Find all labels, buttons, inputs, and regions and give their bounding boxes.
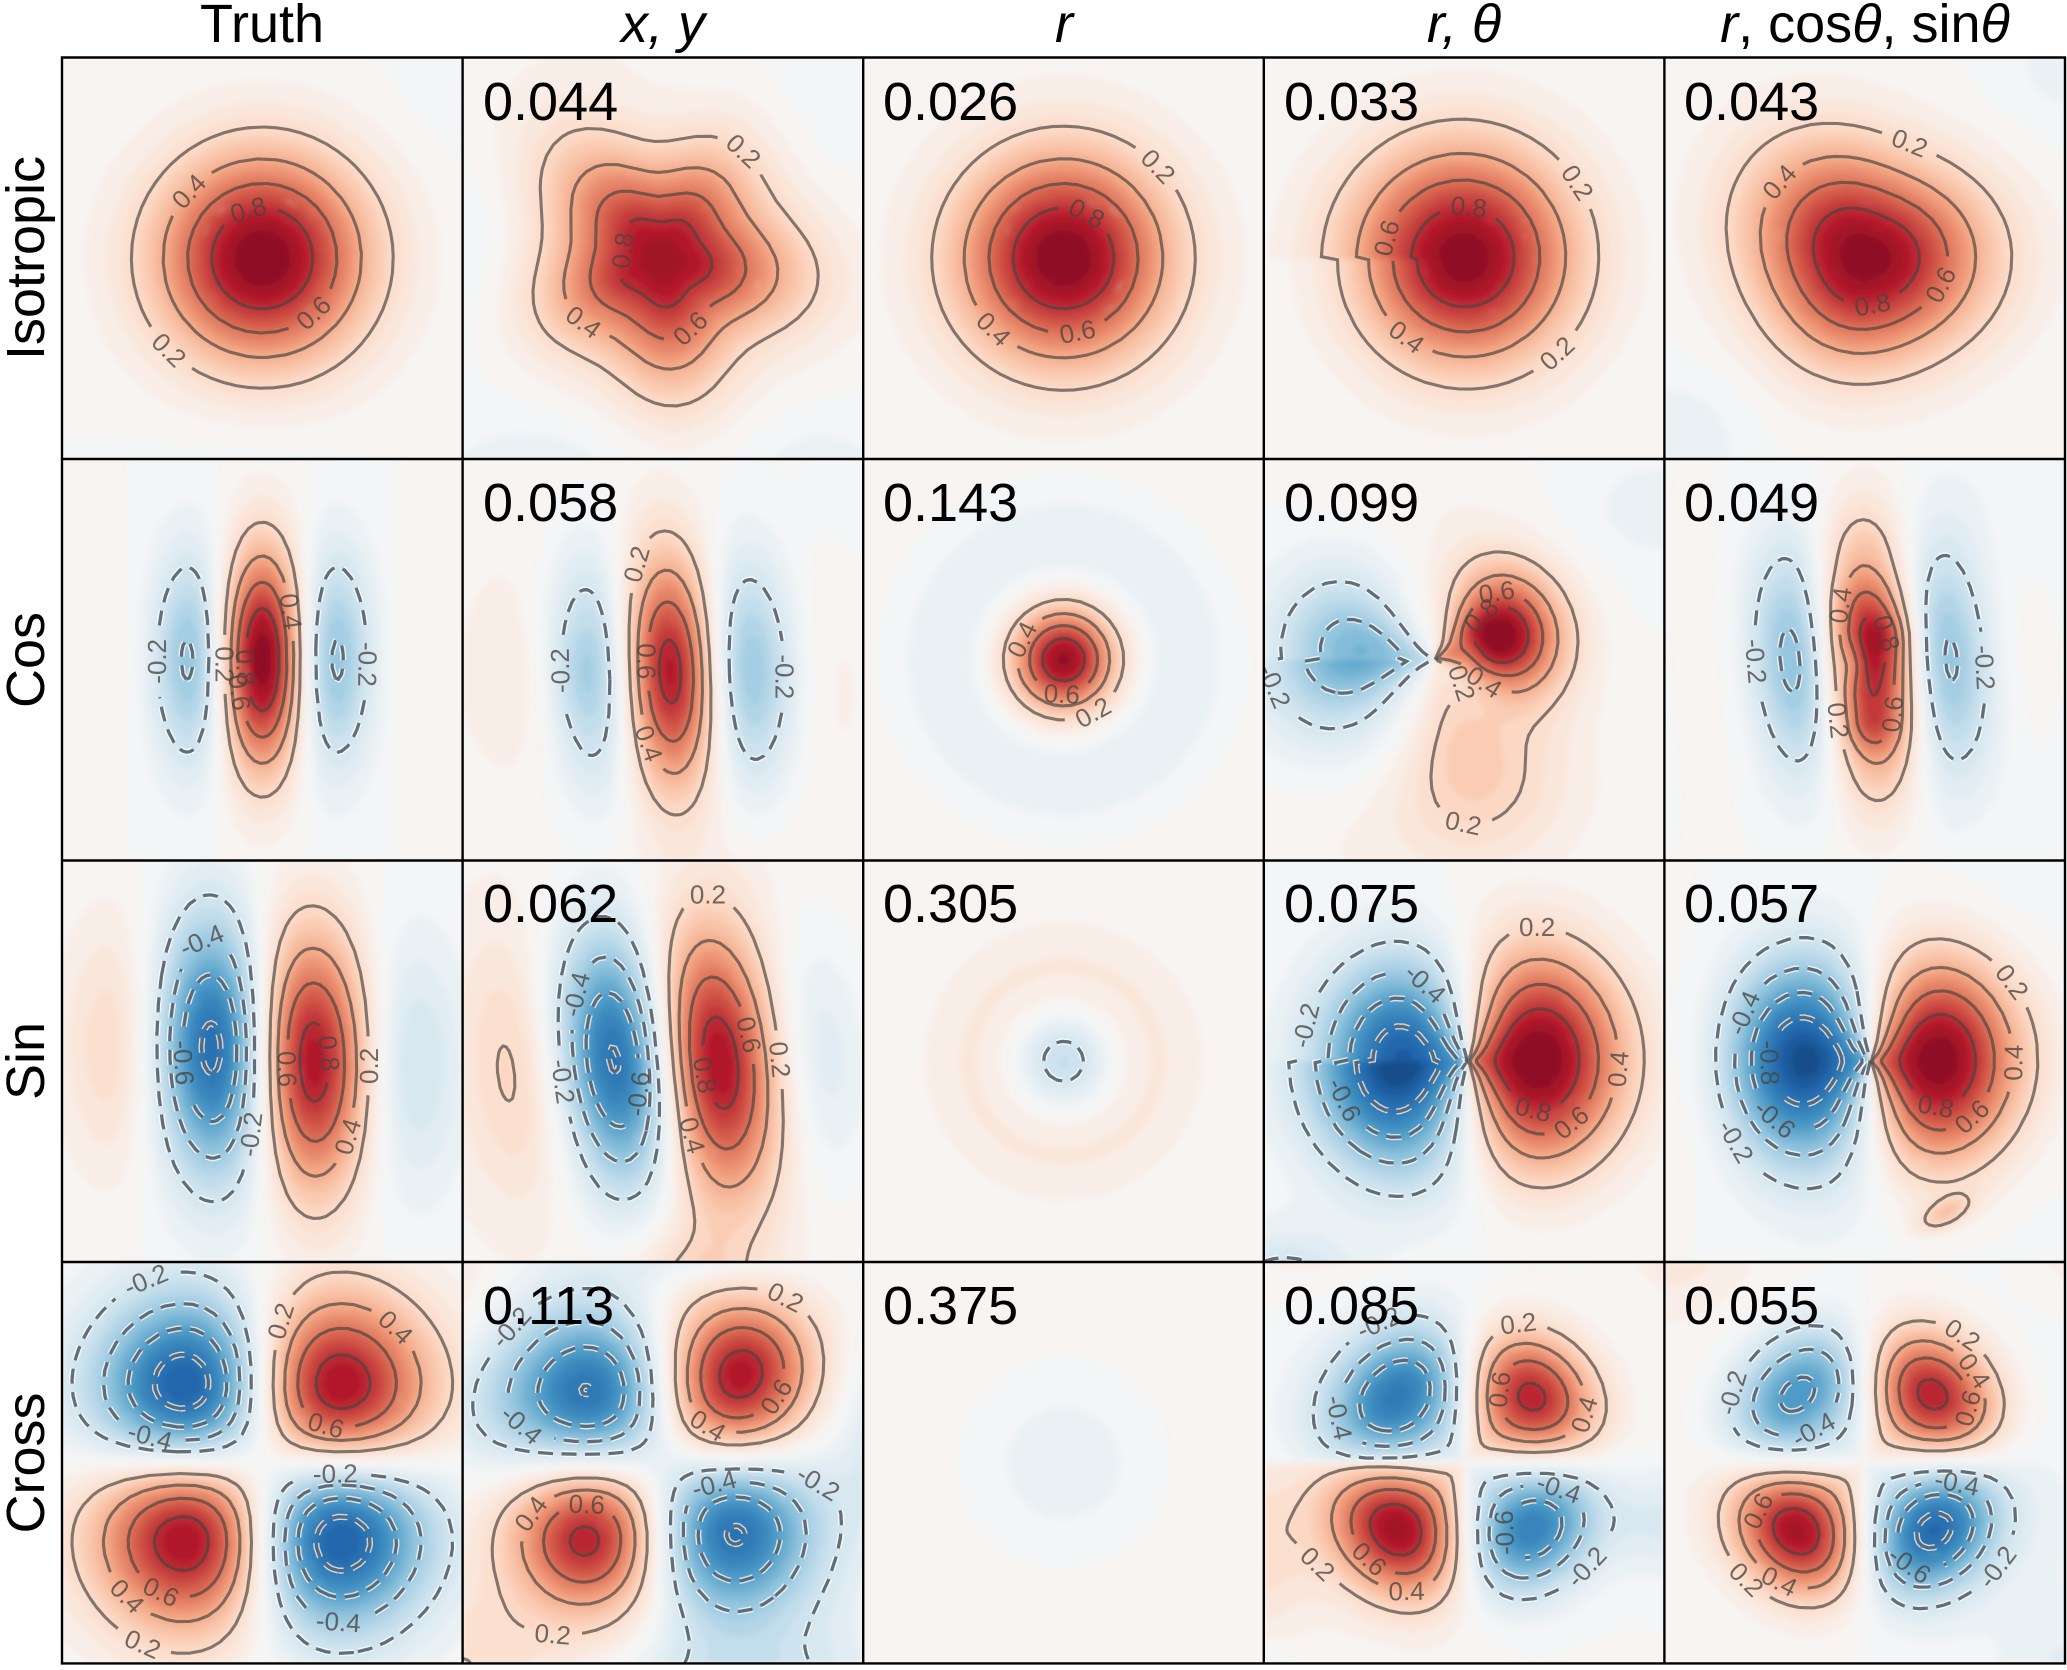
svg-text:0.143: 0.143 <box>883 473 1018 533</box>
svg-text:-0.2: -0.2 <box>313 1458 358 1489</box>
svg-text:-0.6: -0.6 <box>167 1039 200 1086</box>
svg-text:-0.2: -0.2 <box>233 1110 268 1158</box>
svg-text:0.044: 0.044 <box>483 72 618 132</box>
svg-text:0.6: 0.6 <box>271 1050 302 1087</box>
svg-text:0.2: 0.2 <box>1821 701 1855 740</box>
svg-text:x, y: x, y <box>618 0 708 54</box>
svg-text:0.2: 0.2 <box>1442 805 1484 842</box>
svg-text:0.058: 0.058 <box>483 473 618 533</box>
svg-text:r, cosθ, sinθ: r, cosθ, sinθ <box>1720 0 2010 54</box>
svg-text:0.033: 0.033 <box>1284 72 1419 132</box>
svg-text:r: r <box>1055 0 1075 54</box>
svg-text:0.4: 0.4 <box>1998 1044 2029 1081</box>
svg-text:0.6: 0.6 <box>1057 314 1098 350</box>
svg-text:0.8: 0.8 <box>1852 286 1893 322</box>
svg-text:0.4: 0.4 <box>273 592 308 632</box>
svg-text:0.8: 0.8 <box>1915 1088 1956 1124</box>
svg-text:-0.2: -0.2 <box>770 654 800 699</box>
svg-text:0.305: 0.305 <box>883 874 1018 934</box>
svg-text:0.2: 0.2 <box>1519 912 1555 942</box>
svg-text:0.057: 0.057 <box>1684 874 1819 934</box>
svg-text:0.6: 0.6 <box>1876 695 1910 734</box>
svg-text:0.8: 0.8 <box>1449 190 1488 224</box>
svg-text:-0.2: -0.2 <box>545 648 576 693</box>
svg-text:0.2: 0.2 <box>354 1048 384 1084</box>
svg-text:0.2: 0.2 <box>209 646 239 682</box>
svg-text:Sin: Sin <box>0 1022 56 1100</box>
svg-text:-0.2: -0.2 <box>545 1057 581 1106</box>
svg-text:0.6: 0.6 <box>568 1489 605 1520</box>
svg-text:0.8: 0.8 <box>230 649 262 687</box>
svg-text:Truth: Truth <box>200 0 324 54</box>
svg-text:-0.6: -0.6 <box>1489 1510 1521 1556</box>
svg-text:0.2: 0.2 <box>533 1618 572 1651</box>
svg-text:0.6: 0.6 <box>1043 678 1081 710</box>
svg-text:0.055: 0.055 <box>1684 1276 1819 1336</box>
svg-text:0.8: 0.8 <box>606 231 640 271</box>
svg-text:-0.2: -0.2 <box>352 642 383 687</box>
svg-text:0.8: 0.8 <box>687 1055 723 1096</box>
svg-text:-0.8: -0.8 <box>1754 1040 1786 1086</box>
svg-text:0.8: 0.8 <box>312 1034 346 1073</box>
svg-text:0.2: 0.2 <box>1499 1306 1539 1340</box>
svg-text:0.085: 0.085 <box>1284 1276 1419 1336</box>
svg-text:0.4: 0.4 <box>1823 585 1858 625</box>
svg-text:-0.2: -0.2 <box>1739 638 1773 685</box>
svg-text:Cos: Cos <box>0 612 56 708</box>
svg-text:0.113: 0.113 <box>483 1276 614 1336</box>
svg-text:-0.2: -0.2 <box>1969 644 2001 690</box>
svg-text:0.075: 0.075 <box>1284 874 1419 934</box>
svg-text:0.4: 0.4 <box>1602 1050 1635 1089</box>
svg-text:0.2: 0.2 <box>763 1040 797 1079</box>
svg-text:0.6: 0.6 <box>632 643 662 679</box>
svg-text:0.049: 0.049 <box>1684 473 1819 533</box>
svg-text:0.4: 0.4 <box>1388 1576 1425 1607</box>
svg-text:0.062: 0.062 <box>483 874 618 934</box>
svg-text:0.026: 0.026 <box>883 72 1018 132</box>
svg-text:0.099: 0.099 <box>1284 473 1419 533</box>
svg-text:r, θ: r, θ <box>1427 0 1501 54</box>
svg-text:-0.4: -0.4 <box>315 1605 362 1638</box>
svg-text:0.375: 0.375 <box>883 1276 1018 1336</box>
svg-text:0.6: 0.6 <box>222 672 257 712</box>
svg-text:0.6: 0.6 <box>1482 1370 1516 1410</box>
svg-text:-0.6: -0.6 <box>621 1070 656 1118</box>
svg-text:Cross: Cross <box>0 1392 56 1533</box>
svg-text:0.043: 0.043 <box>1684 72 1819 132</box>
svg-text:0.6: 0.6 <box>1476 574 1516 609</box>
svg-text:0.2: 0.2 <box>690 880 726 910</box>
svg-text:Isotropic: Isotropic <box>0 156 56 360</box>
svg-text:-0.2: -0.2 <box>142 639 172 684</box>
